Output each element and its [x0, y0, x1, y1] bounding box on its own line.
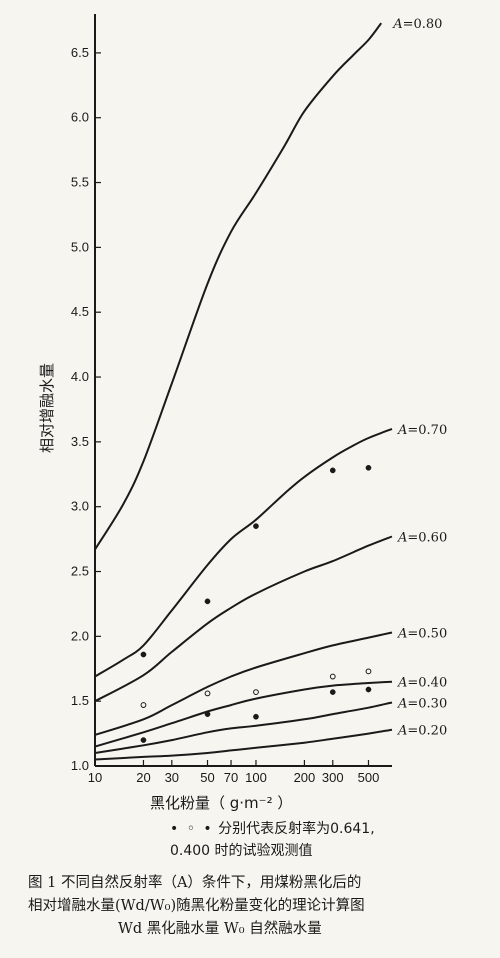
legend-line-2: 0.400 时的试验观测值: [170, 843, 313, 859]
curve-label: A=0.40: [397, 676, 447, 691]
legend-line-1: 分别代表反射率为0.641,: [218, 821, 375, 837]
observation-legend: • ◦ • 分别代表反射率为0.641, 0.400 时的试验观测值: [170, 818, 375, 862]
y-axis-label: 相对增融水量: [38, 363, 56, 453]
curve-A-0.40: [94, 680, 393, 748]
caption-line-2: 相对增融水量(Wd/W₀)随黑化粉量变化的理论计算图: [28, 898, 365, 914]
y-tick-label: 1.0: [71, 758, 89, 773]
y-tick-label: 6.5: [71, 45, 89, 60]
y-tick-label: 5.5: [71, 175, 89, 190]
y-tick-label: 3.5: [71, 434, 89, 449]
chart-observation-points: [140, 464, 372, 743]
y-tick-label: 2.5: [71, 564, 89, 579]
caption-line-3: Wd 黑化融水量 W₀ 自然融水量: [118, 921, 322, 937]
observation-point-filled: [253, 523, 259, 529]
x-tick-label: 30: [165, 770, 179, 785]
observation-point-filled: [204, 598, 211, 605]
curve-label: A=0.70: [397, 423, 447, 438]
observation-point-open: [140, 702, 147, 708]
x-tick-label: 100: [245, 770, 267, 785]
observation-point-filled: [329, 467, 336, 474]
x-tick-label: 20: [136, 770, 150, 785]
x-tick-label: 50: [200, 770, 214, 785]
y-tick-label: 4.0: [71, 369, 89, 384]
observation-point-filled: [365, 464, 372, 471]
curve-A-0.50: [94, 631, 393, 736]
observation-point-filled: [140, 651, 147, 658]
observation-point-open: [329, 673, 336, 680]
x-axis-label: 黑化粉量（ g·m⁻² ）: [150, 794, 293, 812]
observation-point-filled: [329, 689, 336, 695]
observation-point-filled: [253, 713, 259, 720]
curve-A-0.30: [94, 701, 393, 754]
curve-A-0.80: [94, 22, 383, 551]
curve-A-0.70: [94, 427, 393, 678]
chart-curves: [94, 22, 393, 761]
observation-point-open: [204, 690, 211, 697]
x-tick-label: 200: [294, 770, 316, 785]
curve-label: A=0.50: [397, 626, 447, 641]
curve-label: A=0.80: [392, 17, 442, 32]
y-tick-label: 3.0: [71, 499, 89, 514]
x-tick-label: 10: [88, 770, 102, 785]
x-tick-label: 300: [322, 770, 344, 785]
y-tick-label: 1.5: [71, 693, 89, 708]
curve-label: A=0.60: [397, 531, 447, 546]
observation-point-filled: [365, 686, 372, 693]
x-tick-label: 500: [358, 770, 380, 785]
observation-point-open: [253, 689, 259, 695]
curve-label: A=0.20: [397, 724, 447, 739]
chart-curve-labels: A=0.80 A=0.70 A=0.60 A=0.50 A=0.40 A=0.30 A=0.…: [392, 17, 447, 739]
y-tick-label: 5.0: [71, 239, 89, 254]
caption-line-1: 图 1 不同自然反射率（A）条件下，用煤粉黑化后的: [28, 875, 362, 891]
curve-label: A=0.30: [397, 696, 447, 711]
curve-A-0.60: [94, 535, 393, 703]
y-tick-label: 6.0: [71, 110, 89, 125]
curve-A-0.20: [94, 728, 393, 761]
observation-point-open: [365, 668, 372, 675]
figure-caption: 图 1 不同自然反射率（A）条件下，用煤粉黑化后的 相对增融水量(Wd/W₀)随…: [28, 872, 478, 941]
chart-axes: 1.0 1.5 2.0 2.5 3.0 3.5 4.0 4.5 5.0 5.5 6.0 6.5 10 20…: [71, 14, 392, 785]
observation-point-filled: [204, 711, 211, 717]
y-tick-label: 4.5: [71, 304, 89, 319]
x-tick-label: 70: [224, 770, 238, 785]
y-tick-label: 2.0: [71, 628, 89, 643]
observation-point-filled: [140, 737, 147, 743]
legend-symbols: • ◦ •: [170, 821, 214, 837]
